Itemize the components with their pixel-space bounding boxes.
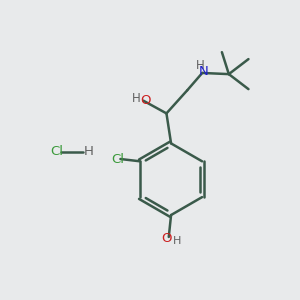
Text: N: N: [199, 65, 209, 78]
Text: H: H: [173, 236, 181, 246]
Text: H: H: [196, 59, 204, 72]
Text: O: O: [140, 94, 151, 107]
Text: Cl: Cl: [51, 145, 64, 158]
Text: O: O: [162, 232, 172, 244]
Text: H: H: [83, 145, 93, 158]
Text: H: H: [132, 92, 140, 105]
Text: Cl: Cl: [111, 152, 124, 166]
